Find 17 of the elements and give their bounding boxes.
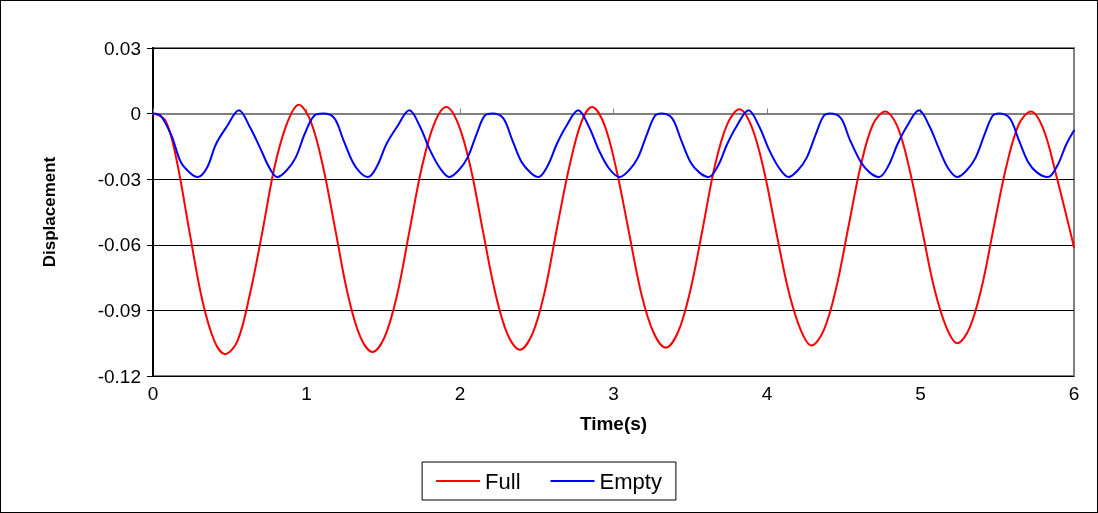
y-tick-label: -0.09 — [97, 299, 141, 321]
x-tick-label: 0 — [147, 383, 159, 404]
x-tick-label: 3 — [608, 383, 619, 404]
y-tick-label: -0.03 — [97, 168, 141, 190]
y-tick-label: 0 — [130, 103, 141, 125]
x-tick-label: 1 — [301, 383, 312, 404]
x-tick-label: 4 — [761, 383, 773, 404]
y-tick-label: -0.12 — [97, 365, 141, 387]
y-axis-title: Displacement — [40, 156, 59, 268]
x-axis-title: Time(s) — [579, 413, 648, 434]
legend-label: Full — [485, 468, 521, 494]
y-tick-label: -0.06 — [97, 234, 141, 256]
y-tick-label: 0.03 — [104, 37, 141, 59]
x-tick-label: 2 — [454, 383, 466, 404]
x-tick-label: 5 — [915, 383, 926, 404]
legend-label: Empty — [599, 468, 662, 494]
x-tick-label: 6 — [1068, 383, 1080, 404]
